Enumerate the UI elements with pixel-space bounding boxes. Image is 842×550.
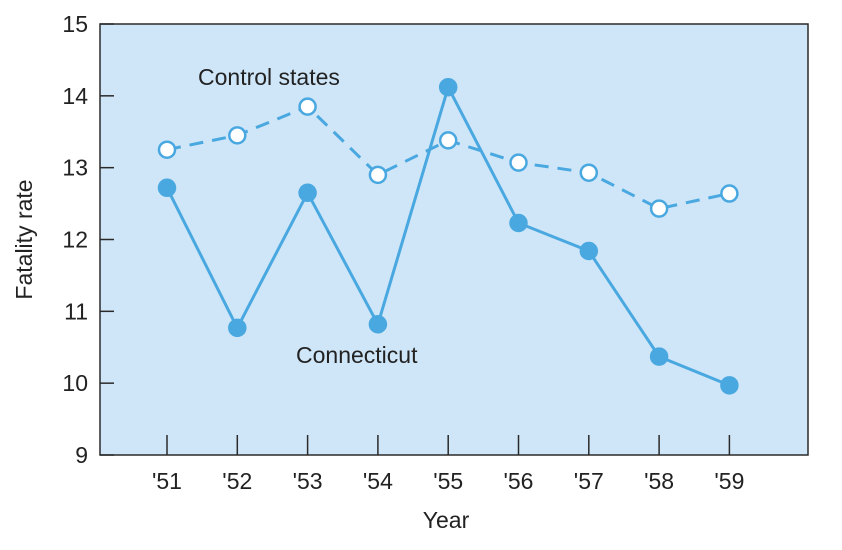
x-tick-label: '56 — [504, 468, 534, 494]
x-axis-label: Year — [423, 507, 470, 533]
x-axis: '51 '52 '53 '54 '55 '56 '57 '58 '59 — [152, 435, 744, 494]
x-tick-label: '55 — [433, 468, 463, 494]
connecticut-point — [579, 241, 599, 261]
control-states-point — [228, 126, 247, 145]
control-states-point — [157, 140, 177, 159]
y-tick-label: 14 — [62, 83, 88, 109]
connecticut-point — [509, 213, 528, 233]
connecticut-point — [438, 77, 458, 97]
y-tick-label: 15 — [62, 11, 88, 37]
control-states-point — [720, 184, 739, 203]
control-states-point — [579, 163, 599, 182]
control-states-point — [438, 131, 458, 150]
connecticut-point — [228, 318, 247, 338]
connecticut-point — [368, 315, 388, 334]
connecticut-point — [157, 178, 177, 198]
x-tick-label: '53 — [293, 468, 323, 494]
connecticut-point — [298, 183, 317, 203]
y-tick-label: 12 — [62, 227, 88, 253]
series-layer — [157, 77, 739, 395]
x-tick-label: '54 — [363, 468, 393, 494]
x-tick-label: '58 — [644, 468, 674, 494]
connecticut-point — [649, 347, 669, 366]
connecticut-point — [720, 376, 739, 395]
y-tick-label: 9 — [75, 442, 88, 468]
x-tick-label: '51 — [152, 468, 182, 494]
y-axis-label: Fatality rate — [11, 179, 37, 299]
connecticut-series-label: Connecticut — [296, 342, 418, 368]
x-tick-label: '59 — [714, 468, 744, 494]
y-axis: 9 10 11 12 13 14 15 — [62, 11, 114, 468]
control-states-point — [298, 97, 317, 116]
x-tick-label: '52 — [222, 468, 252, 494]
y-tick-label: 13 — [62, 155, 88, 181]
control-states-point — [509, 153, 528, 172]
control-states-series-label: Control states — [198, 64, 340, 90]
control-states-point — [368, 165, 388, 185]
y-tick-label: 11 — [64, 298, 88, 324]
control-states-point — [649, 199, 669, 218]
x-tick-label: '57 — [574, 468, 604, 494]
y-tick-label: 10 — [62, 370, 88, 396]
